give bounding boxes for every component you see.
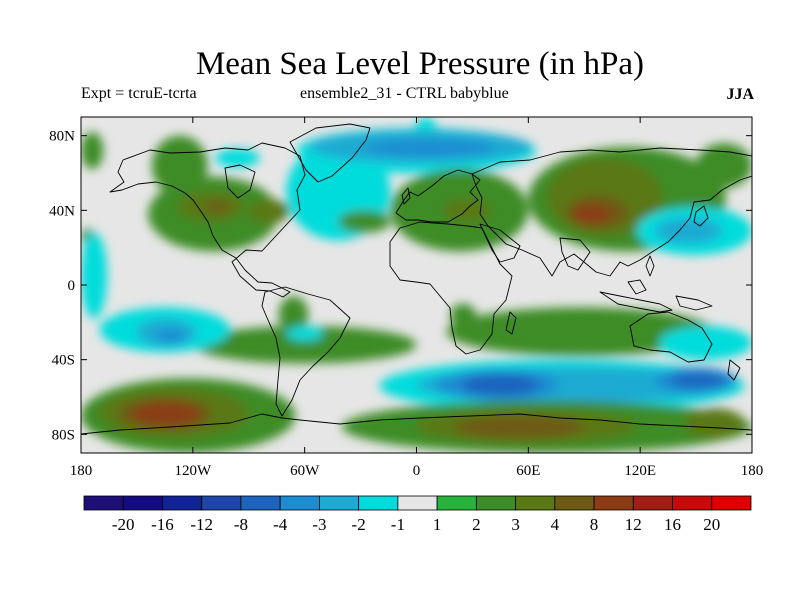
axis-ticks: 180 120W 60W 0 60E 120E 180 80N 40N 0 40S 80S (49, 117, 763, 479)
colorbar-swatch-5 (279, 495, 320, 511)
coastline-india (559, 237, 591, 271)
contour-region-6 (205, 201, 231, 213)
contour-region-47 (684, 408, 745, 439)
colorbar-label-9: 2 (472, 515, 481, 534)
season-label: JJA (726, 86, 754, 103)
ensemble-label: ensemble2_31 - CTRL babyblue (300, 85, 509, 102)
coastline-madagascar (505, 311, 517, 335)
contour-region-37 (461, 374, 540, 396)
colorbar-swatch-7 (358, 495, 399, 511)
coastline-philippines (645, 255, 655, 277)
contour-region-46 (453, 415, 585, 439)
colorbar-swatch-4 (240, 495, 281, 511)
colorbar-swatch-15 (672, 495, 713, 511)
coastline-indonesia (599, 291, 673, 313)
y-tick-label-3: 40S (52, 353, 75, 369)
experiment-label: Expt = tcruE-tcrta (81, 85, 197, 102)
contour-region-32 (286, 326, 324, 341)
colorbar-swatch-3 (201, 495, 242, 511)
x-tick-label-1: 120W (174, 463, 212, 479)
colorbar-label-2: -12 (190, 515, 213, 534)
contour-region-31 (155, 329, 186, 343)
contour-region-5 (248, 199, 290, 224)
coastline-antarctica (81, 413, 752, 435)
colorbar-label-10: 3 (511, 515, 520, 534)
coastline-new-zealand (727, 359, 741, 381)
coastline-borneo (627, 279, 647, 295)
y-tick-label-0: 80N (49, 129, 75, 145)
contour-region-25 (278, 296, 309, 334)
contour-region-21 (696, 143, 752, 188)
colorbar-swatch-2 (162, 495, 203, 511)
contour-region-39 (669, 372, 726, 388)
colorbar-swatch-16 (711, 495, 752, 511)
colorbar-swatch-11 (515, 495, 556, 511)
contour-region-24 (81, 232, 108, 319)
colorbar-swatch-12 (554, 495, 595, 511)
colorbar-label-8: 1 (433, 515, 442, 534)
coastline-asia (471, 147, 752, 277)
colorbar-swatch-14 (632, 495, 673, 511)
contour-region-16 (442, 199, 492, 222)
colorbar-label-6: -2 (352, 515, 366, 534)
colorbar-label-13: 12 (625, 515, 642, 534)
colorbar-label-15: 20 (703, 515, 720, 534)
colorbar-label-1: -16 (151, 515, 174, 534)
x-tick-label-3: 0 (413, 463, 421, 479)
y-tick-label-4: 80S (52, 427, 75, 443)
contour-region-43 (133, 402, 201, 425)
coastline-arabian-peninsula (479, 223, 521, 263)
contour-region-14 (338, 210, 391, 233)
colorbar-swatch-1 (122, 495, 163, 511)
coastline-british-isles (401, 187, 411, 205)
colorbar-label-12: 8 (590, 515, 599, 534)
contour-region-0 (81, 131, 104, 170)
colorbar-label-3: -8 (234, 515, 248, 534)
contour-region-12 (364, 139, 495, 157)
coastline-japan (693, 205, 709, 227)
coastline-hudson-bay (224, 164, 256, 199)
colorbar-swatch-9 (436, 495, 477, 511)
coastline-europe (395, 169, 481, 223)
coastlines (81, 123, 752, 435)
colorbar-label-5: -3 (312, 515, 326, 534)
colorbar-label-11: 4 (551, 515, 560, 534)
contour-region-33 (658, 326, 752, 360)
contour-region-23 (655, 217, 723, 244)
contour-region-27 (446, 307, 715, 356)
contour-region-28 (450, 303, 477, 327)
contour-region-9 (215, 148, 260, 168)
x-tick-label-4: 60E (516, 463, 540, 479)
coastline-south-america (261, 286, 351, 417)
colorbar-swatch-8 (397, 495, 438, 511)
contour-region-26 (192, 326, 417, 364)
colorbar-label-7: -1 (391, 515, 405, 534)
colorbar: -20 -16 -12 -8 -4 -3 -2 -1 1 2 3 4 8 12 16 20 (83, 495, 752, 534)
colorbar-swatch-0 (83, 495, 124, 511)
y-tick-label-1: 40N (49, 203, 75, 219)
coastline-australia (629, 311, 713, 363)
colorbar-swatch-10 (475, 495, 516, 511)
contour-regions (81, 117, 752, 453)
x-tick-label-0: 180 (70, 463, 93, 479)
coastline-north-america (109, 142, 306, 298)
contour-region-13 (323, 173, 380, 201)
x-tick-label-6: 180 (741, 463, 764, 479)
contour-region-20 (573, 204, 611, 224)
y-tick-label-2: 0 (68, 278, 76, 294)
colorbar-label-4: -4 (273, 515, 288, 534)
colorbar-label-14: 16 (664, 515, 681, 534)
x-tick-label-5: 120E (624, 463, 656, 479)
colorbar-swatch-13 (593, 495, 634, 511)
colorbar-swatch-6 (319, 495, 360, 511)
coastline-greenland (289, 123, 371, 183)
x-tick-label-2: 60W (290, 463, 320, 479)
chart-title: Mean Sea Level Pressure (in hPa) (195, 46, 645, 82)
colorbar-label-0: -20 (112, 515, 135, 534)
coastline-new-guinea (675, 295, 713, 311)
coastline-africa (389, 221, 513, 355)
